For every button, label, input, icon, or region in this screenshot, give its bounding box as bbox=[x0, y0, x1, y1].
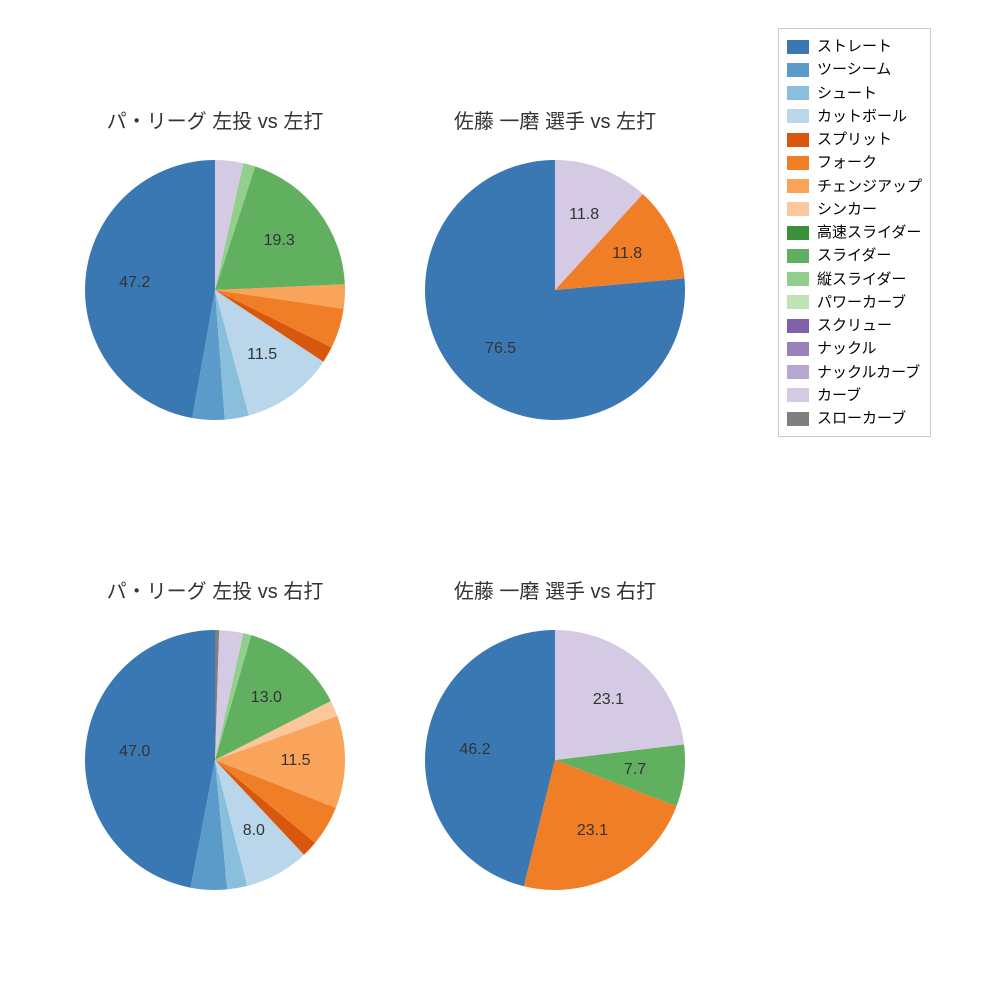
slice-label: 13.0 bbox=[251, 689, 282, 707]
legend-label: スローカーブ bbox=[817, 407, 906, 430]
legend-label: 高速スライダー bbox=[817, 221, 921, 244]
slice-label: 23.1 bbox=[593, 691, 624, 709]
legend-swatch bbox=[787, 319, 809, 333]
slice-label: 11.5 bbox=[281, 752, 311, 770]
legend-item: ストレート bbox=[787, 35, 922, 58]
legend-item: フォーク bbox=[787, 151, 922, 174]
legend-item: スプリット bbox=[787, 128, 922, 151]
legend-swatch bbox=[787, 272, 809, 286]
slice-label: 11.8 bbox=[612, 245, 642, 263]
legend-item: カーブ bbox=[787, 384, 922, 407]
slice-label: 11.8 bbox=[569, 206, 599, 224]
legend-label: シンカー bbox=[817, 198, 877, 221]
legend-item: スクリュー bbox=[787, 314, 922, 337]
legend-label: 縦スライダー bbox=[817, 268, 906, 291]
legend-label: シュート bbox=[817, 82, 877, 105]
legend-swatch bbox=[787, 133, 809, 147]
legend-swatch bbox=[787, 295, 809, 309]
slice-label: 47.2 bbox=[119, 274, 150, 292]
legend-label: スライダー bbox=[817, 244, 891, 267]
pie-chart bbox=[385, 590, 725, 930]
legend-label: パワーカーブ bbox=[817, 291, 906, 314]
pie-chart bbox=[45, 590, 385, 930]
legend-swatch bbox=[787, 388, 809, 402]
legend-item: シンカー bbox=[787, 198, 922, 221]
legend-item: 高速スライダー bbox=[787, 221, 922, 244]
legend-item: ナックル bbox=[787, 337, 922, 360]
legend-item: チェンジアップ bbox=[787, 175, 922, 198]
legend-label: カーブ bbox=[817, 384, 861, 407]
slice-label: 76.5 bbox=[485, 340, 516, 358]
slice-label: 8.0 bbox=[243, 822, 265, 840]
legend-swatch bbox=[787, 249, 809, 263]
legend-item: スローカーブ bbox=[787, 407, 922, 430]
slice-label: 47.0 bbox=[119, 743, 150, 761]
slice-label: 11.5 bbox=[247, 346, 277, 364]
legend-item: ツーシーム bbox=[787, 58, 922, 81]
legend-item: ナックルカーブ bbox=[787, 361, 922, 384]
legend-item: シュート bbox=[787, 82, 922, 105]
legend-swatch bbox=[787, 179, 809, 193]
legend-swatch bbox=[787, 86, 809, 100]
legend-label: スクリュー bbox=[817, 314, 892, 337]
slice-label: 23.1 bbox=[577, 822, 608, 840]
slice-label: 19.3 bbox=[264, 232, 295, 250]
pie-chart bbox=[45, 120, 385, 460]
legend: ストレートツーシームシュートカットボールスプリットフォークチェンジアップシンカー… bbox=[778, 28, 931, 437]
legend-swatch bbox=[787, 63, 809, 77]
legend-label: カットボール bbox=[817, 105, 907, 128]
legend-swatch bbox=[787, 226, 809, 240]
slice-label: 7.7 bbox=[624, 761, 646, 779]
legend-swatch bbox=[787, 202, 809, 216]
legend-item: パワーカーブ bbox=[787, 291, 922, 314]
legend-swatch bbox=[787, 40, 809, 54]
pie-chart bbox=[385, 120, 725, 460]
legend-swatch bbox=[787, 109, 809, 123]
legend-swatch bbox=[787, 412, 809, 426]
legend-label: ナックルカーブ bbox=[817, 361, 920, 384]
legend-swatch bbox=[787, 365, 809, 379]
legend-swatch bbox=[787, 156, 809, 170]
legend-label: フォーク bbox=[817, 151, 877, 174]
legend-item: カットボール bbox=[787, 105, 922, 128]
legend-item: スライダー bbox=[787, 244, 922, 267]
legend-label: チェンジアップ bbox=[817, 175, 922, 198]
legend-swatch bbox=[787, 342, 809, 356]
legend-item: 縦スライダー bbox=[787, 268, 922, 291]
legend-label: スプリット bbox=[817, 128, 892, 151]
legend-label: ナックル bbox=[817, 337, 877, 360]
legend-label: ツーシーム bbox=[817, 58, 891, 81]
slice-label: 46.2 bbox=[459, 741, 490, 759]
legend-label: ストレート bbox=[817, 35, 892, 58]
